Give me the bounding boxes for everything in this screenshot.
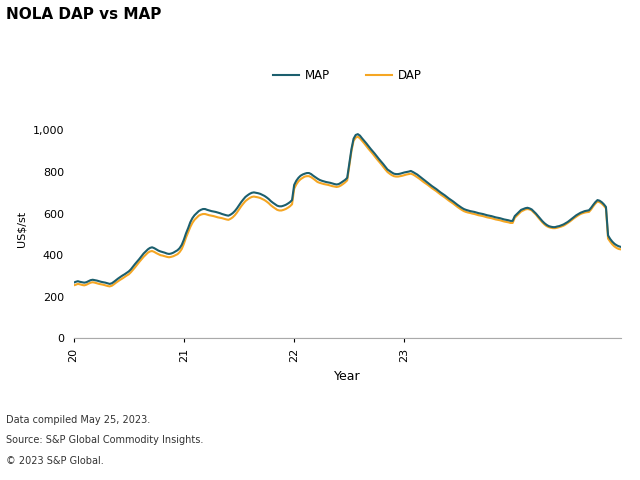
Text: Source: S&P Global Commodity Insights.: Source: S&P Global Commodity Insights. xyxy=(6,435,204,445)
MAP xyxy=(309,173,317,179)
MAP xyxy=(399,170,406,176)
Line: MAP: MAP xyxy=(74,134,621,284)
DAP xyxy=(399,173,406,179)
DAP xyxy=(617,247,625,252)
DAP xyxy=(309,176,317,181)
MAP xyxy=(354,131,362,137)
Line: DAP: DAP xyxy=(74,137,621,287)
MAP xyxy=(106,281,113,287)
X-axis label: Year: Year xyxy=(334,370,360,383)
MAP xyxy=(373,154,381,159)
DAP xyxy=(106,284,113,289)
Text: © 2023 S&P Global.: © 2023 S&P Global. xyxy=(6,456,104,466)
DAP xyxy=(373,156,381,162)
Legend: MAP, DAP: MAP, DAP xyxy=(268,65,426,87)
Y-axis label: US$/st: US$/st xyxy=(17,211,27,247)
MAP xyxy=(93,278,100,284)
MAP xyxy=(617,244,625,250)
DAP xyxy=(511,215,518,221)
MAP xyxy=(70,280,77,286)
DAP xyxy=(123,273,131,278)
DAP xyxy=(93,280,100,286)
MAP xyxy=(511,213,518,219)
MAP xyxy=(123,270,131,276)
Text: Data compiled May 25, 2023.: Data compiled May 25, 2023. xyxy=(6,415,150,425)
DAP xyxy=(354,134,362,140)
DAP xyxy=(70,282,77,288)
Text: NOLA DAP vs MAP: NOLA DAP vs MAP xyxy=(6,7,162,22)
